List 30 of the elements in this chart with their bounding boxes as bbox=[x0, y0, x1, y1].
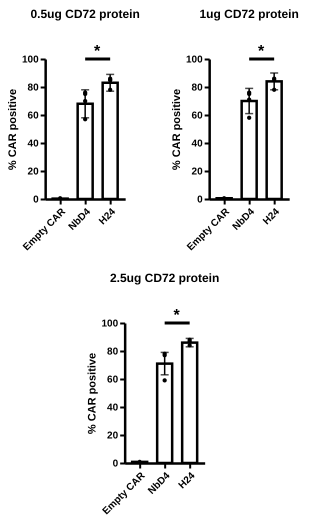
y-axis-title: % CAR positive bbox=[170, 88, 183, 170]
y-tick-label: 40 bbox=[28, 138, 40, 150]
y-tick-label: 20 bbox=[28, 166, 40, 178]
chart-title: 0.5ug CD72 protein bbox=[30, 7, 140, 21]
annotation: * bbox=[174, 307, 181, 324]
x-tick-label: H24 bbox=[261, 206, 282, 228]
y-tick-label: 40 bbox=[192, 138, 204, 150]
chart-title: 1ug CD72 protein bbox=[199, 7, 299, 21]
chart-title: 2.5ug CD72 protein bbox=[110, 271, 220, 285]
y-tick-label: 0 bbox=[112, 458, 119, 470]
y-tick-label: 100 bbox=[186, 54, 204, 66]
y-tick-label: 20 bbox=[107, 430, 119, 442]
x-tick-label: H24 bbox=[97, 206, 118, 228]
y-axis-title: % CAR positive bbox=[6, 88, 19, 170]
y-tick-label: 80 bbox=[107, 346, 119, 358]
annotation: * bbox=[94, 43, 102, 60]
y-tick-label: 40 bbox=[107, 402, 119, 414]
y-tick-label: 60 bbox=[28, 110, 40, 122]
annotation: * bbox=[258, 43, 266, 60]
y-tick-label: 20 bbox=[192, 166, 204, 178]
y-tick-label: 100 bbox=[101, 318, 119, 330]
y-tick-label: 0 bbox=[33, 194, 40, 206]
x-tick-label: H24 bbox=[176, 470, 198, 492]
y-tick-label: 60 bbox=[107, 374, 119, 386]
y-tick-label: 60 bbox=[192, 110, 204, 122]
y-tick-label: 80 bbox=[28, 82, 40, 94]
y-tick-label: 80 bbox=[192, 82, 204, 94]
y-axis-title: % CAR positive bbox=[86, 352, 98, 434]
y-tick-label: 100 bbox=[22, 54, 40, 66]
y-tick-label: 0 bbox=[197, 194, 204, 206]
